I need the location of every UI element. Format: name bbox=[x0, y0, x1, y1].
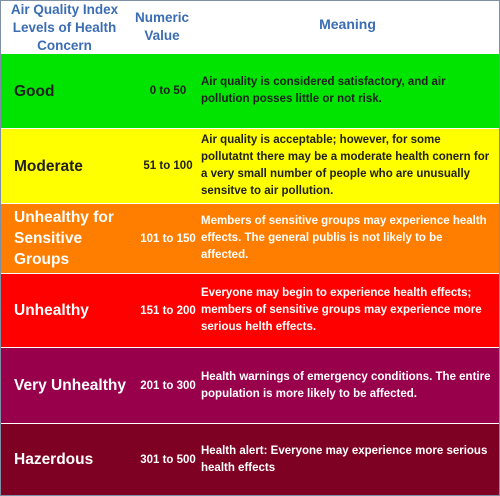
value-cell: 201 to 300 bbox=[140, 379, 196, 392]
table-header: Air Quality Index Levels of Health Conce… bbox=[1, 1, 499, 53]
header-level-line: Concern bbox=[37, 38, 92, 53]
table-row-sensitive-groups: Unhealthy for Sensitive Groups 101 to 15… bbox=[1, 203, 499, 273]
level-cell: Moderate bbox=[14, 157, 83, 175]
header-level-line: Air Quality Index bbox=[10, 2, 119, 17]
header-value-line: Value bbox=[144, 28, 180, 43]
meaning-cell: Health alert: Everyone may experience mo… bbox=[201, 444, 488, 474]
meaning-cell: Everyone may begin to experience health … bbox=[201, 287, 482, 333]
value-cell: 0 to 50 bbox=[149, 85, 187, 97]
value-cell: 151 to 200 bbox=[140, 304, 196, 317]
level-cell: Unhealthy for Sensitive Groups bbox=[14, 209, 114, 268]
value-cell: 101 to 150 bbox=[140, 232, 196, 245]
level-cell: Unhealthy bbox=[14, 302, 89, 319]
header-value: Numeric Value bbox=[128, 1, 196, 53]
table-row-very-unhealthy: Very Unhealthy 201 to 300 Health warning… bbox=[1, 347, 499, 423]
table-row-good: Good 0 to 50 Air quality is considered s… bbox=[1, 53, 499, 128]
level-cell: Hazerdous bbox=[14, 451, 94, 468]
value-cell: 51 to 100 bbox=[143, 160, 193, 172]
meaning-cell: Air quality is considered satisfactory, … bbox=[201, 76, 446, 105]
value-cell: 301 to 500 bbox=[140, 453, 196, 466]
table-row-moderate: Moderate 51 to 100 Air quality is accept… bbox=[1, 128, 499, 203]
level-cell: Good bbox=[14, 82, 55, 100]
meaning-cell: Health warnings of emergency conditions.… bbox=[201, 370, 491, 400]
header-level-line: Levels of Health bbox=[12, 20, 117, 35]
meaning-cell: Air quality is acceptable; however, for … bbox=[201, 134, 490, 197]
meaning-cell: Members of sensitive groups may experien… bbox=[201, 215, 487, 261]
header-value-line: Numeric bbox=[134, 10, 190, 25]
header-level: Air Quality Index Levels of Health Conce… bbox=[1, 1, 128, 53]
level-cell: Very Unhealthy bbox=[14, 377, 126, 394]
table-row-unhealthy: Unhealthy 151 to 200 Everyone may begin … bbox=[1, 273, 499, 347]
table-row-hazardous: Hazerdous 301 to 500 Health alert: Every… bbox=[1, 423, 499, 495]
header-meaning: Meaning bbox=[319, 16, 376, 32]
